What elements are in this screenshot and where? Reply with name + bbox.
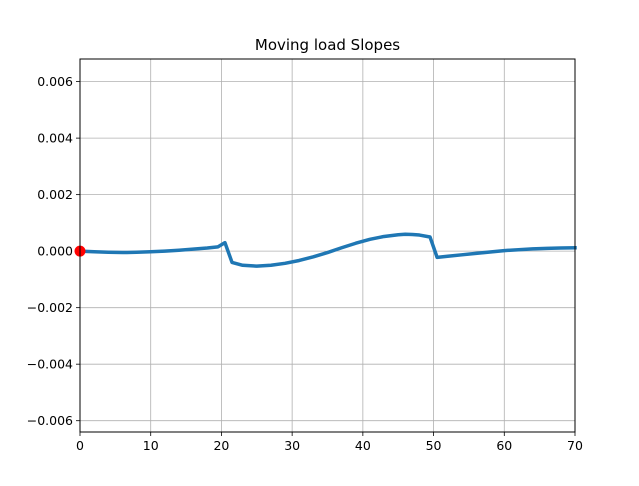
x-tick-label: 30	[284, 438, 300, 453]
series-layer	[78, 232, 577, 268]
slope-series-line	[78, 232, 577, 268]
x-tick-label: 40	[355, 438, 371, 453]
x-tick-label: 20	[213, 438, 229, 453]
x-tick-label: 60	[496, 438, 512, 453]
y-tick-label: 0.002	[37, 187, 73, 202]
y-tick-label: 0.006	[37, 74, 73, 89]
x-tick-label: 70	[567, 438, 583, 453]
chart-title: Moving load Slopes	[255, 36, 400, 54]
y-tick-label: −0.002	[27, 300, 73, 315]
y-axis-ticks: 0.006 0.004 0.002 0.000 −0.002 −0.004 −0.006	[27, 74, 80, 428]
grid-lines	[79, 59, 576, 432]
x-tick-label: 50	[426, 438, 442, 453]
y-tick-label: 0.000	[37, 244, 73, 259]
plot-frame	[79, 58, 576, 433]
x-axis-ticks: 0 10 20 30 40 50 60 70	[76, 432, 583, 453]
x-tick-label: 10	[143, 438, 159, 453]
y-tick-label: −0.006	[27, 413, 73, 428]
y-tick-label: −0.004	[27, 357, 73, 372]
x-tick-label: 0	[76, 438, 84, 453]
y-tick-label: 0.004	[37, 131, 73, 146]
